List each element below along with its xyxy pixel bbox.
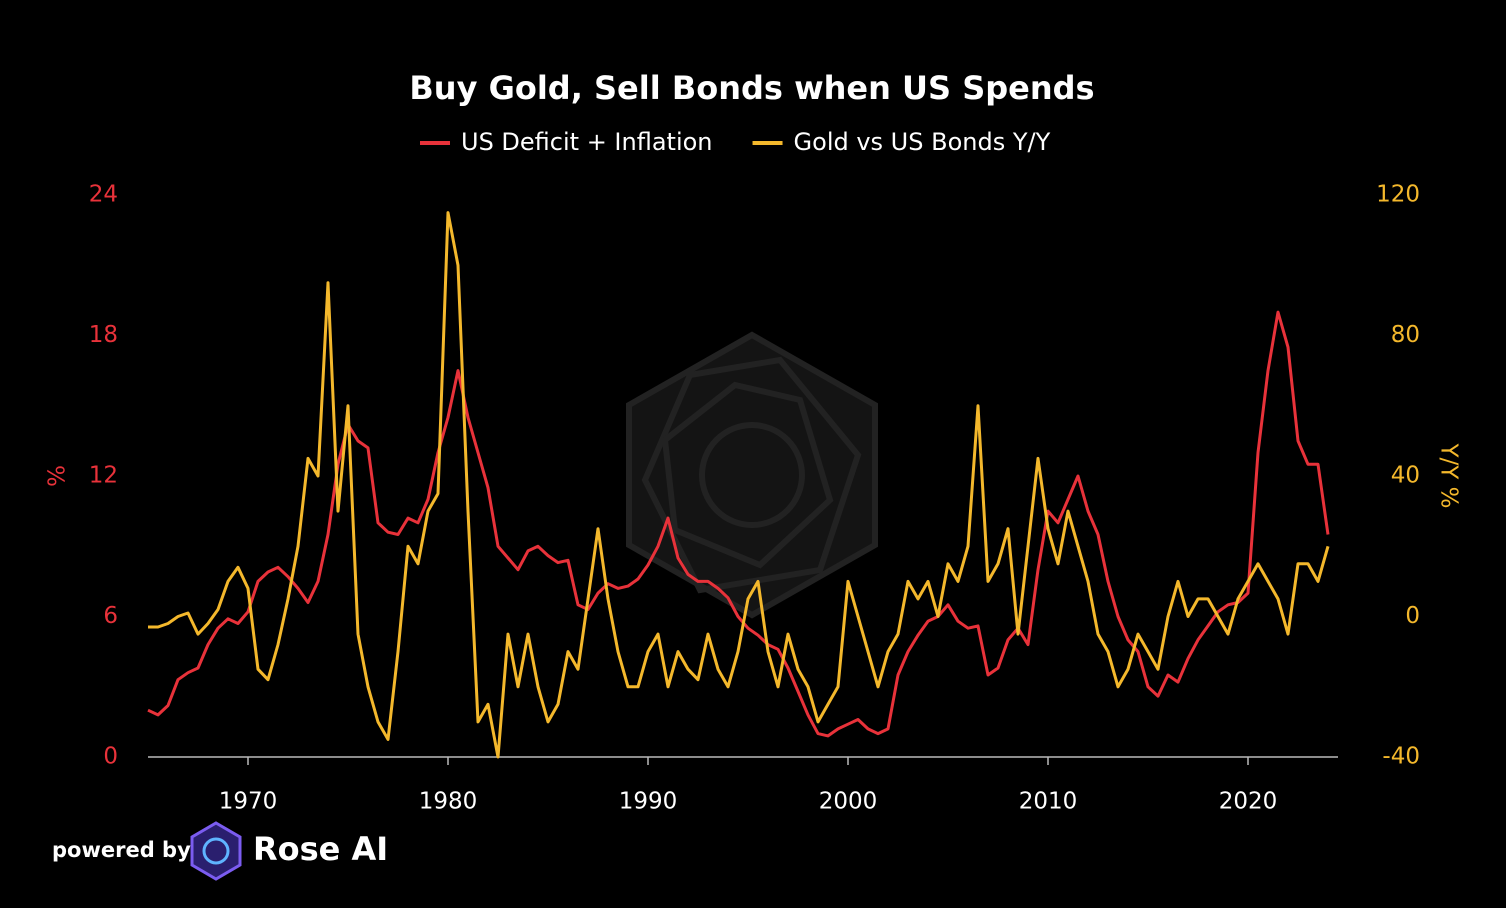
- y-tick-label: 0: [103, 744, 118, 770]
- legend-label: US Deficit + Inflation: [461, 128, 713, 156]
- x-tick-label: 1980: [419, 789, 478, 815]
- watermark: [626, 331, 878, 619]
- y-tick-label: 6: [103, 603, 118, 629]
- y2-tick-label: 80: [1391, 322, 1420, 348]
- brand-name: Rose AI: [253, 830, 388, 868]
- y2-axis-label: Y/Y %: [1436, 442, 1462, 508]
- x-tick-label: 1970: [219, 789, 278, 815]
- legend-label: Gold vs US Bonds Y/Y: [794, 128, 1051, 156]
- x-tick-label: 1990: [619, 789, 678, 815]
- y2-tick-label: 40: [1391, 463, 1420, 489]
- y-tick-label: 12: [89, 463, 118, 489]
- brand-prefix: powered by: [52, 838, 191, 862]
- x-tick-label: 2000: [819, 789, 878, 815]
- legend: US Deficit + Inflation Gold vs US Bonds Y…: [420, 128, 1051, 156]
- x-tick-label: 2010: [1019, 789, 1078, 815]
- branding: powered by Rose AI: [52, 821, 388, 881]
- y-tick-label: 24: [89, 182, 118, 208]
- y-tick-label: 18: [89, 322, 118, 348]
- y2-tick-label: 0: [1405, 603, 1420, 629]
- y-axis-label: %: [45, 465, 71, 487]
- x-tick-label: 2020: [1219, 789, 1278, 815]
- chart-title: Buy Gold, Sell Bonds when US Spends: [409, 69, 1094, 107]
- brand-logo-ring: [202, 837, 230, 865]
- y2-tick-label: 120: [1376, 182, 1420, 208]
- y2-tick-label: -40: [1382, 744, 1420, 770]
- series-line: [148, 211, 1330, 759]
- brand-logo: [190, 821, 242, 881]
